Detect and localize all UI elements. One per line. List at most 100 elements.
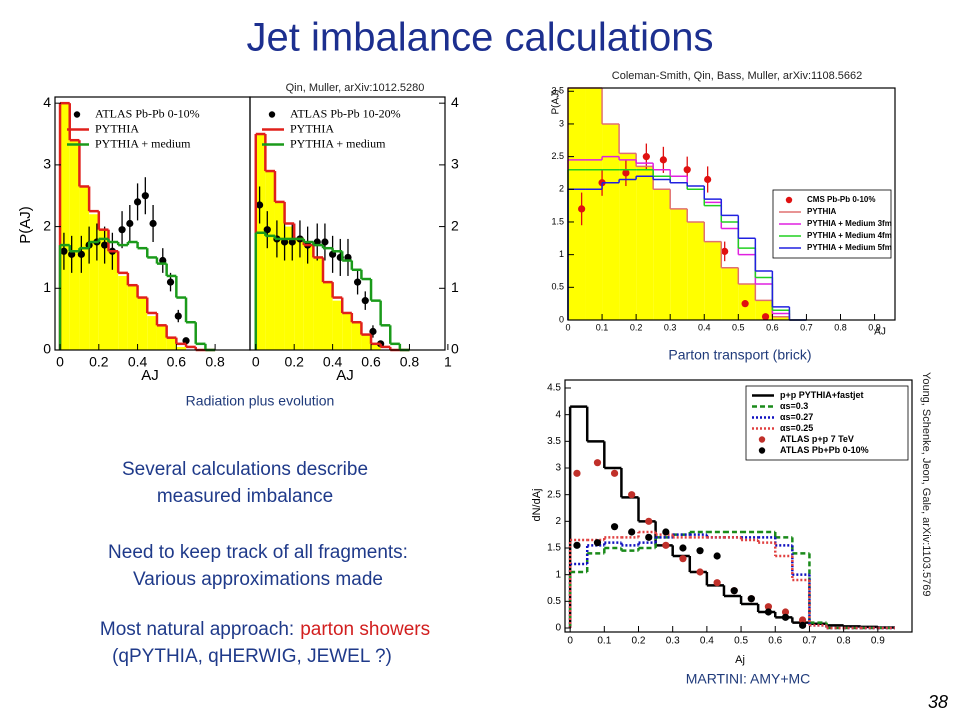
- x-tick-label: 0.3: [666, 636, 680, 647]
- y-tick-label: 2: [555, 516, 561, 527]
- hist-bar: [721, 267, 739, 320]
- data-point: [679, 544, 687, 552]
- x-axis-label: AJ: [874, 327, 886, 338]
- y-tick-label: 4: [43, 94, 51, 110]
- y-tick-label: 2.5: [551, 151, 564, 161]
- hist-bar: [69, 140, 80, 350]
- data-point: [149, 219, 157, 228]
- data-point: [730, 587, 738, 595]
- y-tick-label: 1.5: [547, 543, 561, 554]
- hist-bar: [274, 201, 285, 350]
- y-tick-label: 2: [559, 184, 564, 194]
- data-point: [659, 156, 667, 164]
- caption: MARTINI: AMY+MC: [686, 671, 811, 687]
- data-point: [610, 469, 619, 477]
- legend-label: PYTHIA + Medium 5fm: [807, 243, 892, 252]
- data-point: [683, 166, 691, 174]
- legend-swatch: [758, 436, 766, 443]
- hist-bar: [127, 285, 138, 350]
- data-point: [696, 568, 704, 576]
- data-point: [799, 616, 807, 624]
- data-point: [118, 226, 126, 234]
- x-tick-label: 0.4: [128, 353, 148, 369]
- y-tick-label: 1: [559, 249, 564, 259]
- y-tick-label: 2: [43, 217, 51, 233]
- y-tick-label: 3: [451, 156, 459, 172]
- data-point: [573, 541, 581, 549]
- x-tick-label: 0.3: [664, 322, 677, 332]
- legend-label: αs=0.27: [780, 412, 813, 422]
- legend-label: PYTHIA + medium: [290, 136, 386, 150]
- y-tick-label: 4.5: [547, 383, 561, 394]
- x-tick-label: 0: [565, 322, 570, 332]
- y-tick-label: 4: [451, 94, 459, 110]
- hist-bar: [60, 103, 70, 350]
- data-point: [141, 192, 149, 200]
- legend-label: ATLAS Pb-Pb 0-10%: [95, 106, 200, 120]
- data-point: [645, 517, 653, 525]
- caption: Radiation plus evolution: [186, 393, 335, 409]
- hist-bar: [704, 241, 722, 320]
- y-tick-label: 0.5: [551, 282, 564, 292]
- x-tick-label: 0.1: [596, 322, 609, 332]
- hist-bar: [585, 88, 603, 320]
- y-tick-label: 3: [43, 156, 51, 172]
- y-tick-label: 3: [555, 463, 561, 474]
- data-point: [77, 250, 85, 258]
- hist-bar: [98, 229, 109, 350]
- x-tick-label: 0: [567, 636, 573, 647]
- y-tick-label: 1.5: [551, 216, 564, 226]
- x-tick-label: 0.6: [361, 353, 381, 369]
- legend-swatch: [268, 111, 276, 118]
- y-tick-label: 0: [559, 314, 564, 324]
- y-axis-label: P(AJ): [551, 90, 562, 115]
- hist-bar: [79, 186, 90, 350]
- data-point: [696, 547, 704, 555]
- x-tick-label: 0: [252, 353, 260, 369]
- data-point: [344, 253, 352, 262]
- hist-bar: [323, 282, 333, 350]
- hist-bar: [636, 166, 654, 320]
- data-point: [781, 608, 790, 616]
- plot-frame: [564, 379, 913, 633]
- legend-label: ATLAS p+p 7 TeV: [780, 434, 854, 444]
- legend-label: αs=0.25: [780, 423, 813, 433]
- data-point: [764, 603, 773, 611]
- bullet-text: Various approximations made: [133, 569, 383, 590]
- data-point: [713, 579, 721, 587]
- bullet-text: measured imbalance: [157, 486, 333, 507]
- data-point: [622, 169, 630, 177]
- legend-label: PYTHIA + Medium 4fm: [807, 231, 892, 240]
- y-tick-label: 4: [555, 409, 561, 420]
- x-tick-label: 0.2: [284, 353, 304, 369]
- hist-bar: [89, 214, 99, 350]
- data-point: [329, 250, 337, 258]
- y-tick-label: 2: [451, 217, 459, 233]
- legend-label: PYTHIA: [95, 121, 139, 135]
- data-point: [713, 552, 721, 560]
- chart: 0 0.2 0.4 0.6 0.8 0 1 2 3 4 AJ P(AJ) ATLAS Pb-Pb 0-1…: [17, 94, 251, 384]
- x-tick-label: 0.5: [732, 322, 745, 332]
- data-point: [361, 297, 369, 305]
- hist-bar: [294, 238, 304, 350]
- data-point: [662, 541, 670, 549]
- y-axis-label: dN/dAj: [531, 488, 543, 521]
- data-point: [369, 327, 377, 336]
- data-point: [256, 201, 264, 209]
- data-point: [321, 238, 329, 246]
- hist-bar: [332, 300, 343, 350]
- data-point: [166, 278, 175, 286]
- x-tick-label: 0.4: [323, 353, 343, 369]
- hist-bar: [176, 346, 187, 350]
- legend-label: PYTHIA: [807, 207, 837, 216]
- data-point: [126, 219, 134, 228]
- reference: Young, Schenke, Jeon, Gale, arXiv:1103.5…: [920, 372, 932, 596]
- legend-swatch: [785, 196, 793, 204]
- x-tick-label: 0.9: [868, 322, 881, 332]
- legend-label: PYTHIA + medium: [95, 136, 191, 150]
- data-point: [628, 528, 636, 536]
- chart: 0 0.1 0.2 0.3 0.4 0.5 0.6 0.7 0.8 0.9 0 0.5 1 1.5 2 2.5…: [531, 379, 913, 666]
- hist-bar: [108, 251, 119, 350]
- x-tick-label: 0.8: [837, 636, 851, 647]
- x-tick-label: 0.2: [89, 353, 109, 369]
